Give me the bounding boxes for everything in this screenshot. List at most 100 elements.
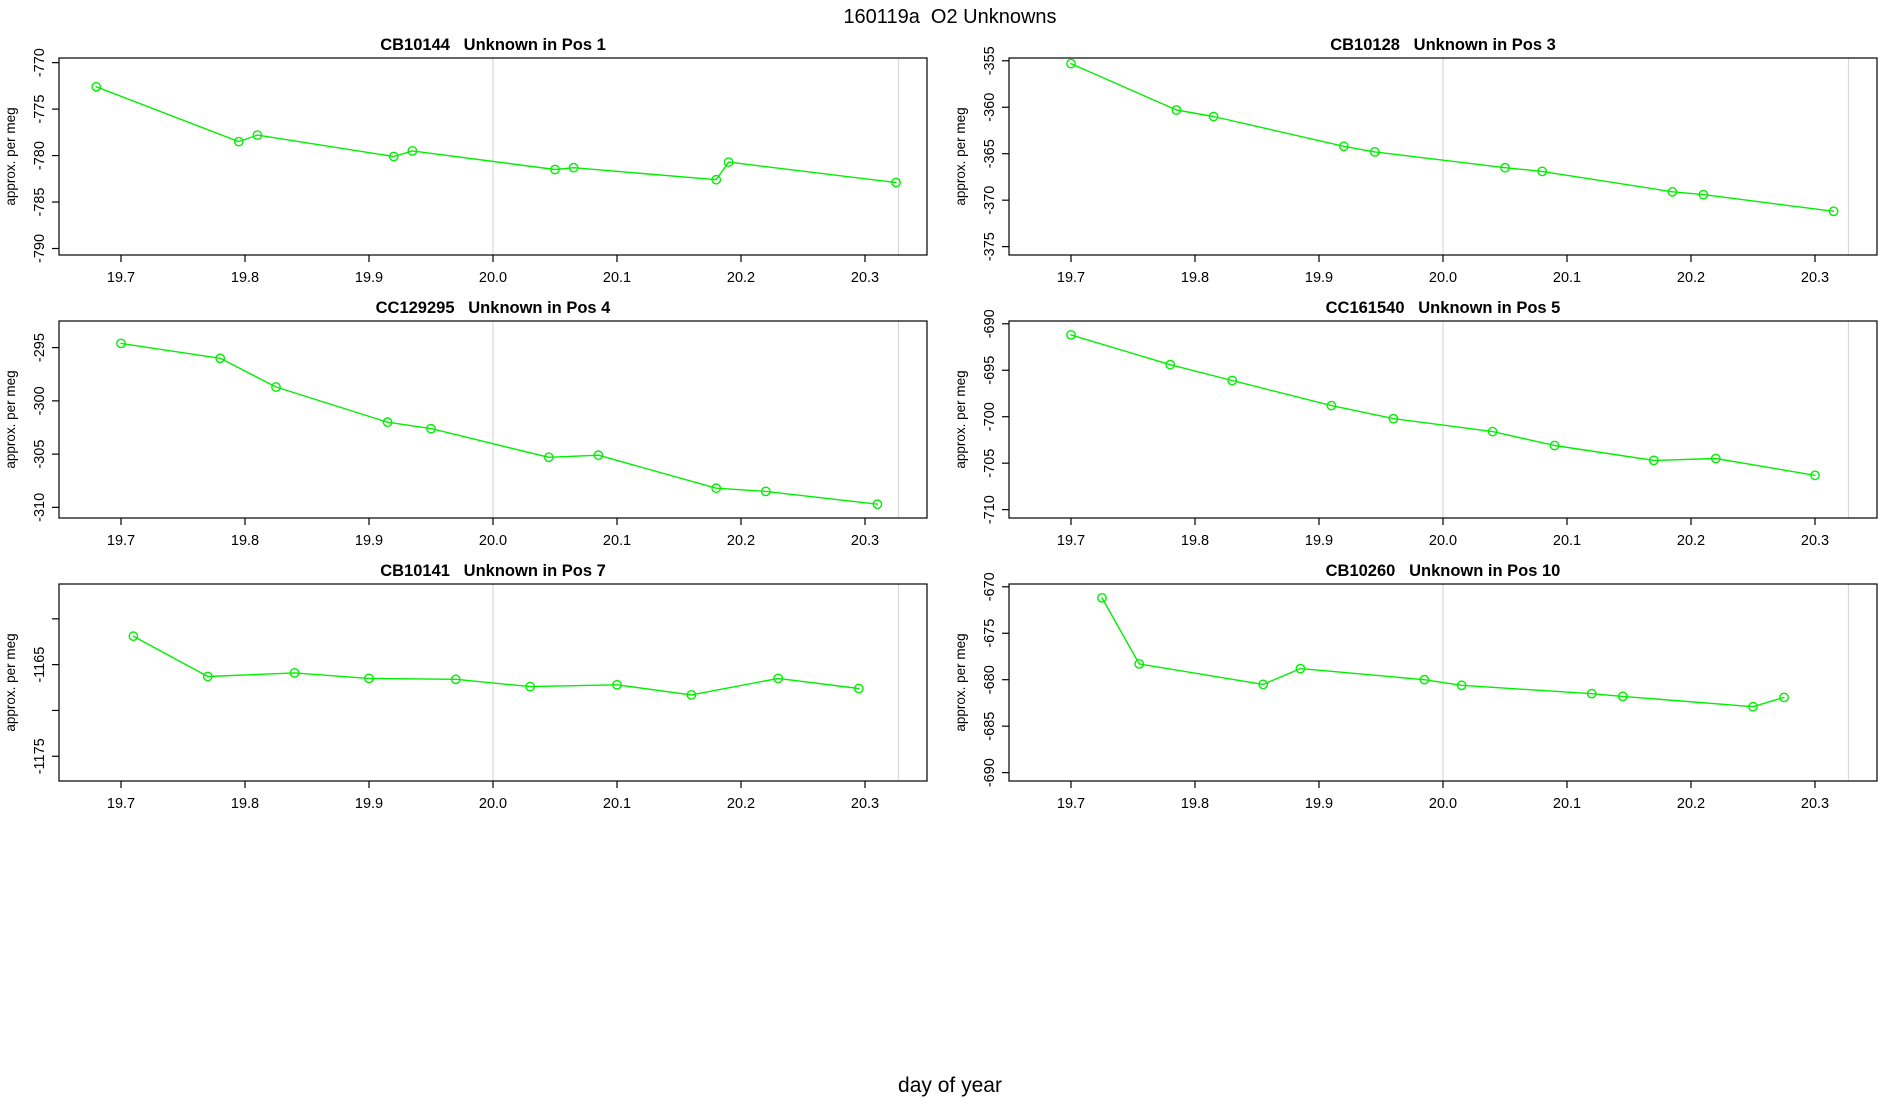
- page-title: 160119a O2 Unknowns: [843, 6, 1057, 28]
- y-tick-label: -370: [982, 186, 998, 215]
- data-point: [1388, 413, 1399, 424]
- data-point: [252, 130, 263, 141]
- y-tick-label: -375: [982, 232, 998, 261]
- subplot-cb10144-pos1: CB10144 Unknown in Pos 1 approx. per meg 1…: [3, 36, 928, 286]
- y-tick-label: -690: [982, 758, 998, 787]
- y-tick-label: -305: [32, 440, 48, 469]
- data-point: [760, 486, 771, 497]
- data-point: [1667, 186, 1678, 197]
- data-point: [116, 338, 126, 349]
- data-point: [1134, 659, 1145, 669]
- data-point: [525, 681, 536, 692]
- data-point: [1748, 701, 1758, 712]
- y-tick-label: -695: [982, 356, 998, 385]
- data-point: [1617, 691, 1628, 702]
- data-point: [426, 423, 436, 434]
- subplot-cb10128-pos3: CB10128 Unknown in Pos 3 approx. per meg 1…: [953, 36, 1878, 286]
- x-tick-label: 20.1: [1553, 270, 1581, 286]
- y-tick-label: -365: [982, 139, 998, 168]
- x-tick-label: 19.7: [1057, 270, 1085, 286]
- x-tick-label: 20.2: [727, 796, 755, 812]
- data-point: [568, 162, 579, 173]
- x-tick-label: 19.9: [1305, 270, 1333, 286]
- x-tick-label: 20.2: [1677, 533, 1705, 549]
- data-point: [450, 674, 461, 685]
- x-tick-label: 20.0: [479, 270, 507, 286]
- data-point: [1295, 663, 1306, 674]
- y-tick-label: -1175: [32, 738, 48, 774]
- x-tick-label: 20.1: [603, 270, 631, 286]
- data-point: [543, 452, 554, 463]
- x-tick-label: 19.8: [231, 533, 259, 549]
- x-tick-label: 19.8: [1181, 796, 1209, 812]
- data-point: [382, 417, 393, 428]
- data-point: [1710, 453, 1721, 464]
- data-point: [1419, 674, 1430, 685]
- y-tick-label: -300: [32, 386, 48, 415]
- y-tick-label: -705: [982, 449, 998, 478]
- data-point: [271, 382, 281, 392]
- data-point: [711, 483, 722, 494]
- x-tick-label: 20.3: [1801, 533, 1829, 549]
- x-tick-label: 19.9: [355, 533, 383, 549]
- x-tick-label: 20.2: [727, 270, 755, 286]
- x-tick-label: 20.0: [479, 796, 507, 812]
- x-tick-label: 19.8: [1181, 270, 1209, 286]
- y-tick-label: -710: [982, 495, 998, 524]
- x-tick-label: 19.8: [231, 270, 259, 286]
- data-point: [1500, 162, 1510, 173]
- data-point: [1779, 692, 1789, 703]
- x-tick-label: 19.7: [107, 796, 135, 812]
- data-point: [128, 631, 139, 642]
- data-point: [1810, 470, 1820, 481]
- x-tick-label: 20.1: [1553, 796, 1581, 812]
- y-tick-label: -675: [982, 619, 998, 648]
- x-tick-label: 19.8: [1181, 533, 1209, 549]
- y-tick-label: -790: [32, 234, 48, 263]
- x-tick-label: 20.0: [1429, 796, 1457, 812]
- x-tick-label: 19.7: [107, 270, 135, 286]
- data-point: [215, 353, 226, 364]
- series-line: [1070, 334, 1816, 477]
- data-point: [289, 668, 300, 678]
- y-axis-label: approx. per meg: [953, 107, 968, 205]
- data-point: [1258, 679, 1269, 690]
- subplot-cb10260-pos10: CB10260 Unknown in Pos 10 approx. per meg…: [953, 562, 1878, 812]
- x-tick-label: 19.9: [1305, 796, 1333, 812]
- data-point: [1338, 141, 1349, 152]
- data-point: [1586, 688, 1597, 699]
- data-point: [891, 177, 901, 188]
- subplot-title: CB10144 Unknown in Pos 1: [380, 36, 606, 54]
- data-point: [550, 164, 560, 175]
- x-tick-label: 20.0: [1429, 270, 1457, 286]
- data-point: [723, 157, 734, 168]
- y-tick-label: -670: [982, 572, 998, 601]
- subplot-title: CC129295 Unknown in Pos 4: [376, 299, 612, 317]
- y-tick-label: -700: [982, 402, 998, 431]
- data-point: [872, 499, 883, 510]
- x-tick-label: 20.3: [851, 796, 879, 812]
- x-tick-label: 19.9: [355, 270, 383, 286]
- data-point: [1698, 189, 1709, 200]
- subplot-cc161540-pos5: CC161540 Unknown in Pos 5 approx. per meg…: [953, 299, 1878, 549]
- x-tick-label: 20.3: [1801, 270, 1829, 286]
- x-tick-label: 20.1: [1553, 533, 1581, 549]
- x-tick-label: 19.9: [1305, 533, 1333, 549]
- y-tick-label: -355: [982, 46, 998, 75]
- x-tick-label: 19.9: [355, 796, 383, 812]
- y-axis-label: approx. per meg: [3, 107, 18, 205]
- y-tick-label: -295: [32, 333, 48, 362]
- x-tick-label: 19.7: [107, 533, 135, 549]
- y-tick-label: -310: [32, 493, 48, 522]
- series-line: [132, 635, 860, 696]
- x-tick-label: 20.2: [727, 533, 755, 549]
- data-point: [1097, 593, 1107, 603]
- subplot-cb10141-pos7: CB10141 Unknown in Pos 7 approx. per meg 1…: [3, 562, 928, 812]
- series-line: [120, 342, 879, 505]
- data-point: [1066, 58, 1076, 69]
- x-tick-label: 20.0: [479, 533, 507, 549]
- data-point: [1326, 400, 1337, 411]
- x-tick-label: 20.2: [1677, 270, 1705, 286]
- series-line: [95, 86, 897, 184]
